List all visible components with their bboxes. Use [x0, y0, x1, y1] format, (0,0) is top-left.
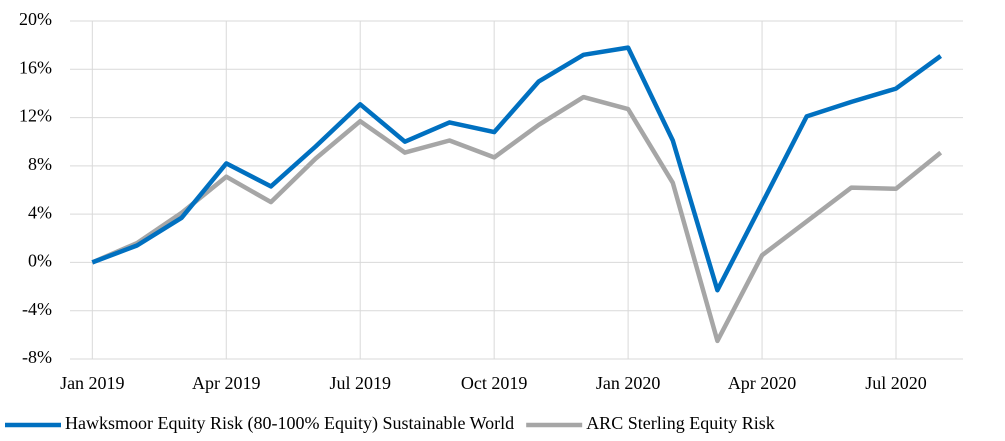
- x-tick-label: Jul 2019: [329, 373, 391, 393]
- series-line: [91, 94, 943, 344]
- y-tick-label: -8%: [22, 347, 52, 367]
- y-tick-label: 16%: [19, 57, 52, 77]
- y-tick-label: 8%: [28, 154, 52, 174]
- x-tick-label: Jan 2020: [596, 373, 661, 393]
- y-tick-label: 4%: [28, 202, 52, 222]
- x-tick-label: Apr 2020: [728, 373, 797, 393]
- y-tick-label: 20%: [19, 9, 52, 29]
- legend-label: Hawksmoor Equity Risk (80-100% Equity) S…: [65, 413, 514, 434]
- y-tick-label: 0%: [28, 251, 52, 271]
- x-tick-label: Jan 2019: [60, 373, 125, 393]
- legend-label: ARC Sterling Equity Risk: [586, 413, 775, 433]
- y-tick-label: -4%: [22, 299, 52, 319]
- x-tick-label: Oct 2019: [461, 373, 528, 393]
- x-tick-label: Apr 2019: [192, 373, 261, 393]
- series-line: [91, 45, 943, 293]
- y-tick-label: 12%: [19, 106, 52, 126]
- x-tick-label: Jul 2020: [865, 373, 927, 393]
